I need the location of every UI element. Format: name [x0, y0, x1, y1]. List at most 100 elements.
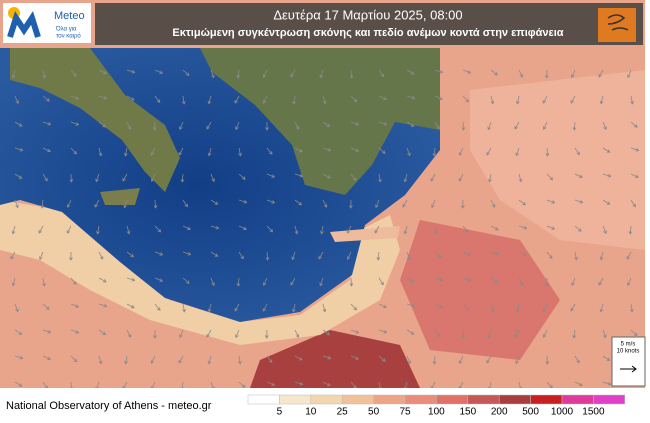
wind-arrow: [602, 225, 607, 235]
wind-arrow: [546, 225, 556, 230]
wind-arrow: [265, 251, 270, 261]
wind-arrow: [237, 355, 242, 365]
wind-arrow: [154, 225, 162, 233]
wind-arrow: [14, 355, 24, 360]
wind-arrow: [294, 147, 303, 153]
wind-arrow: [266, 355, 273, 364]
wind-arrow: [42, 69, 47, 79]
legend-swatch: [373, 394, 406, 405]
wind-arrow: [599, 95, 604, 105]
wind-arrow: [98, 69, 107, 75]
wind-arrow: [516, 303, 520, 313]
wind-arrow: [545, 277, 549, 287]
wind-arrow: [124, 355, 128, 365]
wind-arrow: [150, 147, 156, 156]
wind-arrow: [14, 199, 19, 209]
wind-arrow: [434, 121, 440, 130]
wind-arrow: [153, 329, 157, 339]
wind-arrow: [546, 173, 554, 181]
wind-arrow: [179, 329, 184, 339]
wind-arrow: [291, 251, 296, 261]
wind-arrow: [39, 251, 44, 261]
legend-tick-label: 500: [522, 407, 539, 418]
legend-swatch: [404, 394, 437, 405]
wind-arrow: [378, 69, 384, 78]
wind-arrow: [294, 199, 303, 206]
wind-arrow: [490, 277, 499, 284]
wind-arrow: [320, 225, 324, 235]
wind-arrow: [206, 121, 212, 130]
wind-arrow: [490, 225, 499, 231]
wind-arrow: [70, 69, 77, 77]
wind-arrow: [154, 303, 161, 311]
wind-arrow: [602, 355, 611, 361]
wind-arrow: [126, 251, 135, 258]
wind-arrow: [14, 147, 24, 152]
wind-arrow: [126, 95, 135, 101]
wind-arrow: [518, 199, 527, 206]
wind-arrow: [207, 147, 212, 157]
wind-arrow: [210, 251, 219, 257]
wind-arrow: [518, 225, 528, 230]
wind-arrow: [627, 277, 632, 287]
wind-arrow: [152, 121, 157, 131]
legend-swatch: [310, 394, 343, 405]
wind-arrow: [574, 381, 583, 387]
wind-arrow: [150, 355, 156, 364]
wind-arrow: [40, 199, 45, 209]
wind-arrow: [630, 199, 636, 208]
wind-arrow: [95, 381, 100, 388]
legend-swatch: [561, 394, 594, 405]
wind-arrow: [42, 355, 51, 361]
wind-arrow: [126, 329, 132, 338]
wind-arrow: [235, 121, 240, 131]
wind-arrow: [290, 69, 296, 78]
wind-arrow: [154, 69, 164, 74]
wind-arrow: [602, 147, 611, 153]
wind-arrow: [346, 251, 352, 260]
wind-arrow: [94, 199, 100, 208]
wind-arrow: [265, 121, 269, 131]
wind-arrow: [126, 121, 132, 130]
wind-arrow: [236, 69, 241, 79]
wind-arrow: [434, 69, 444, 74]
wind-arrow: [98, 121, 106, 128]
wind-arrow: [322, 121, 331, 128]
legend-swatch: [530, 394, 563, 405]
wind-arrow: [70, 355, 78, 363]
wind-arrow: [602, 121, 607, 131]
wind-arrow: [346, 225, 352, 234]
dust-zone: [470, 70, 645, 250]
legend-tick-label: 50: [368, 407, 380, 418]
wind-arrow: [574, 147, 580, 156]
wind-arrow: [574, 173, 583, 179]
dust-zone: [0, 200, 400, 345]
wind-arrow: [238, 173, 246, 180]
legend-tick-label: 200: [491, 407, 508, 418]
wind-arrow: [322, 173, 331, 179]
wind-arrow: [599, 251, 604, 261]
wind-arrow: [518, 69, 524, 78]
wind-arrow: [294, 225, 299, 235]
wind-arrow: [322, 381, 331, 387]
wind-arrow: [378, 303, 387, 309]
wind-arrow: [349, 69, 354, 79]
wind-arrow: [210, 69, 215, 79]
wind-arrow: [458, 173, 464, 182]
wind-arrow: [628, 225, 633, 235]
header-title: Δευτέρα 17 Μαρτίου 2025, 08:00: [273, 7, 462, 22]
wind-arrow: [630, 95, 634, 105]
wind-arrow: [70, 303, 80, 308]
wind-arrow: [154, 277, 164, 282]
wind-arrow: [238, 381, 246, 388]
legend-swatch: [498, 394, 531, 405]
wind-arrow: [235, 329, 240, 339]
wind-arrow: [630, 147, 640, 152]
wind-arrow: [70, 147, 77, 155]
wind-arrow: [207, 355, 212, 365]
wind-arrow: [69, 381, 74, 388]
wind-arrow: [458, 355, 464, 364]
wind-arrow: [350, 381, 357, 388]
wind-arrow: [150, 381, 156, 388]
wind-arrow: [66, 225, 72, 234]
